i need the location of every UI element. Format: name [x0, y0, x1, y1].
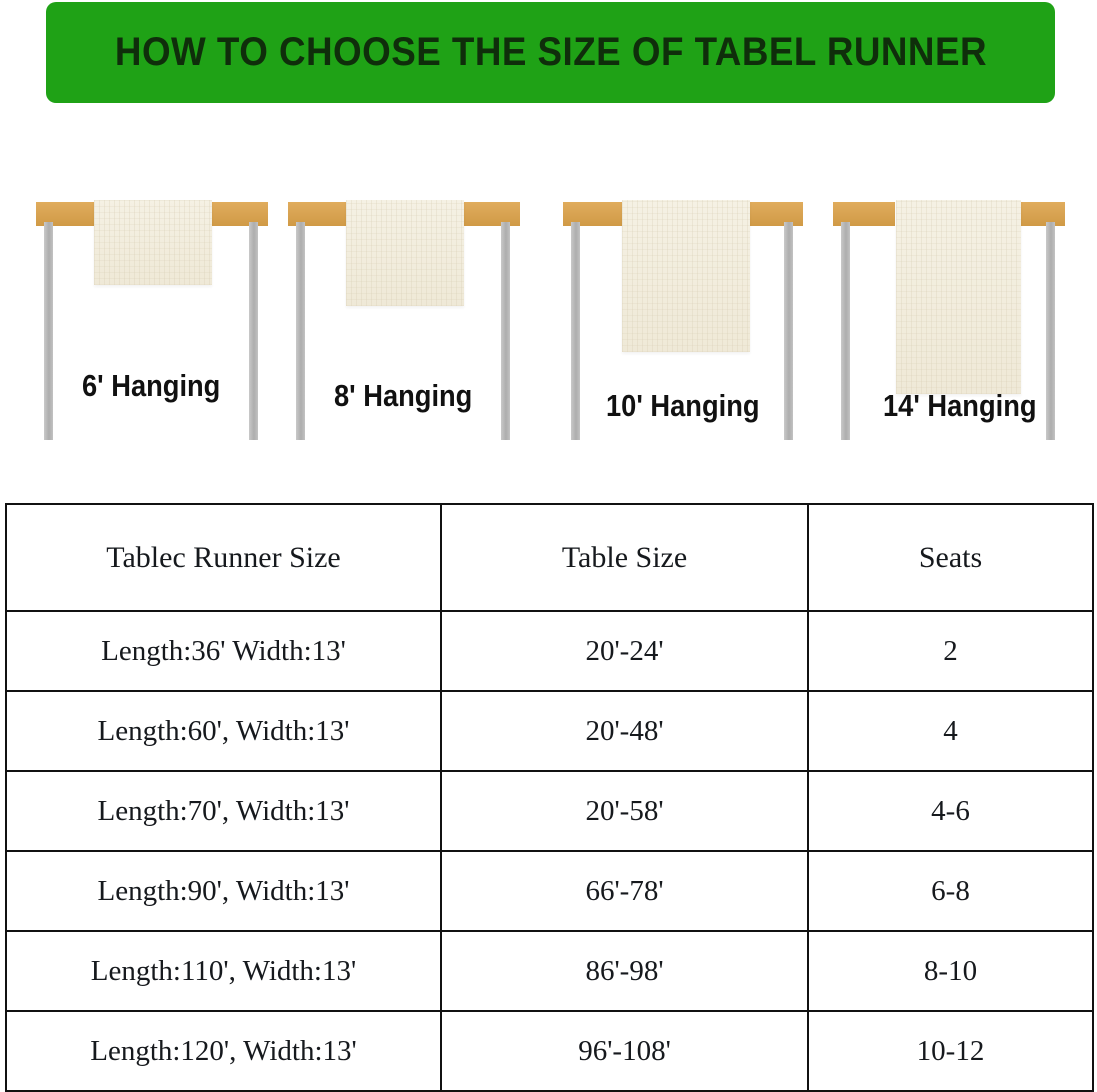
header-seats: Seats [807, 503, 1094, 612]
table-illustration-1: 6' Hanging [36, 150, 268, 480]
table-row: Length:110', Width:13' 86'-98' 8-10 [5, 930, 1094, 1012]
cell-runner-size: Length:60', Width:13' [5, 690, 442, 772]
cell-runner-size: Length:120', Width:13' [5, 1010, 442, 1092]
table-leg-left-icon [296, 222, 305, 440]
hanging-illustrations: 6' Hanging 8' Hanging 10' Hanging 14' Ha… [0, 150, 1097, 480]
cell-table-size: 20'-58' [440, 770, 809, 852]
cell-seats: 2 [807, 610, 1094, 692]
hanging-label-1: 6' Hanging [82, 368, 221, 403]
cell-runner-size: Length:110', Width:13' [5, 930, 442, 1012]
page-title: HOW TO CHOOSE THE SIZE OF TABEL RUNNER [114, 30, 987, 74]
cell-table-size: 66'-78' [440, 850, 809, 932]
cell-seats: 8-10 [807, 930, 1094, 1012]
cell-table-size: 86'-98' [440, 930, 809, 1012]
table-runner-icon [346, 200, 464, 306]
table-top-right-icon [456, 202, 520, 226]
cell-seats: 4-6 [807, 770, 1094, 852]
table-runner-icon [622, 200, 750, 352]
cell-runner-size: Length:36' Width:13' [5, 610, 442, 692]
table-row: Length:120', Width:13' 96'-108' 10-12 [5, 1010, 1094, 1092]
hanging-label-3: 10' Hanging [606, 388, 760, 423]
cell-seats: 10-12 [807, 1010, 1094, 1092]
title-banner: HOW TO CHOOSE THE SIZE OF TABEL RUNNER [46, 2, 1055, 103]
cell-table-size: 20'-48' [440, 690, 809, 772]
table-leg-right-icon [501, 222, 510, 440]
table-row: Length:36' Width:13' 20'-24' 2 [5, 610, 1094, 692]
table-top-right-icon [1013, 202, 1065, 226]
header-table-size: Table Size [440, 503, 809, 612]
cell-runner-size: Length:90', Width:13' [5, 850, 442, 932]
table-illustration-3: 10' Hanging [563, 150, 803, 480]
table-illustration-2: 8' Hanging [288, 150, 520, 480]
size-chart-table: Tablec Runner Size Table Size Seats Leng… [5, 503, 1094, 1092]
table-header-row: Tablec Runner Size Table Size Seats [5, 503, 1094, 612]
hanging-label-2: 8' Hanging [334, 378, 473, 413]
table-row: Length:60', Width:13' 20'-48' 4 [5, 690, 1094, 772]
table-row: Length:90', Width:13' 66'-78' 6-8 [5, 850, 1094, 932]
cell-runner-size: Length:70', Width:13' [5, 770, 442, 852]
table-top-right-icon [204, 202, 268, 226]
table-leg-left-icon [44, 222, 53, 440]
table-runner-icon [896, 200, 1021, 394]
table-leg-right-icon [249, 222, 258, 440]
hanging-label-4: 14' Hanging [883, 388, 1037, 423]
header-runner-size: Tablec Runner Size [5, 503, 442, 612]
cell-table-size: 20'-24' [440, 610, 809, 692]
table-leg-left-icon [841, 222, 850, 440]
table-leg-right-icon [1046, 222, 1055, 440]
table-illustration-4: 14' Hanging [833, 150, 1065, 480]
cell-table-size: 96'-108' [440, 1010, 809, 1092]
table-leg-left-icon [571, 222, 580, 440]
table-runner-icon [94, 200, 212, 285]
table-leg-right-icon [784, 222, 793, 440]
cell-seats: 6-8 [807, 850, 1094, 932]
table-row: Length:70', Width:13' 20'-58' 4-6 [5, 770, 1094, 852]
cell-seats: 4 [807, 690, 1094, 772]
